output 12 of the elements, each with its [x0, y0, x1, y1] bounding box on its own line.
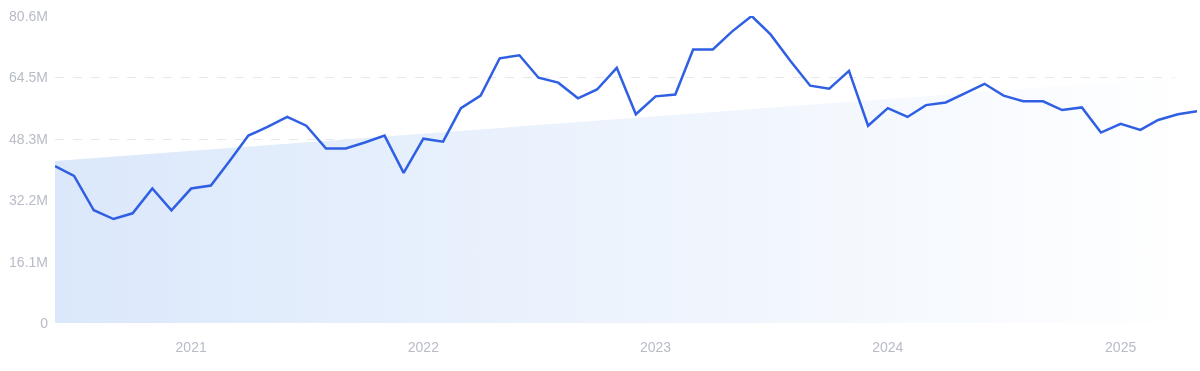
line-series [55, 16, 1197, 221]
y-tick-label: 0 [40, 314, 49, 331]
x-tick-label: 2024 [872, 339, 904, 355]
x-tick-label: 2022 [407, 339, 440, 355]
y-tick-label: 80.6M [9, 7, 48, 24]
x-tick-label: 2025 [1105, 339, 1137, 355]
x-tick-label: 2021 [175, 339, 207, 355]
y-tick-label: 48.3M [9, 130, 48, 147]
x-tick-label: 2023 [640, 339, 672, 355]
y-tick-label: 32.2M [9, 192, 48, 209]
y-tick-label: 16.1M [9, 253, 48, 270]
y-tick-label: 64.5M [9, 69, 48, 86]
